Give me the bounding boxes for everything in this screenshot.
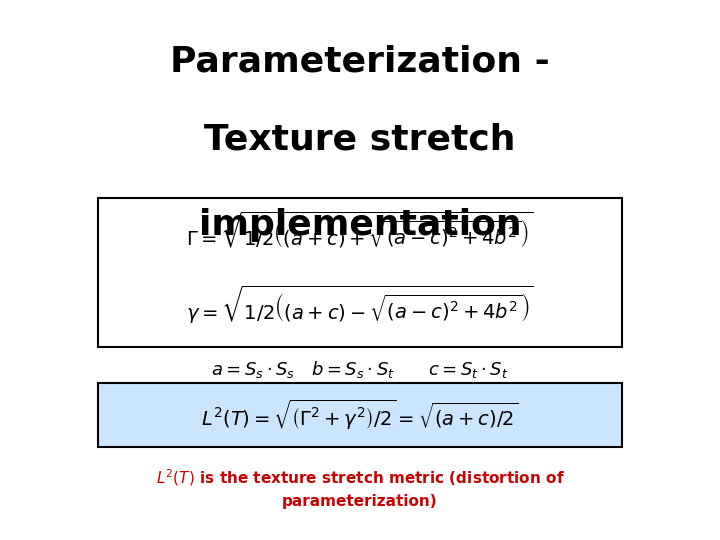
FancyBboxPatch shape [98, 198, 622, 347]
Text: implementation: implementation [199, 208, 521, 242]
Text: Texture stretch: Texture stretch [204, 123, 516, 157]
FancyBboxPatch shape [98, 383, 622, 447]
Text: $\Gamma = \sqrt{1/2\left((a+c)+\sqrt{(a-c)^2+4b^2}\right)}$: $\Gamma = \sqrt{1/2\left((a+c)+\sqrt{(a-… [186, 210, 534, 250]
Text: $a = S_s \cdot S_s \quad b = S_s \cdot S_t \qquad c = S_t \cdot S_t$: $a = S_s \cdot S_s \quad b = S_s \cdot S… [211, 360, 509, 381]
Text: $L^2(T) = \sqrt{\left(\Gamma^2+\gamma^2\right)/2} = \sqrt{(a+c)/2}$: $L^2(T) = \sqrt{\left(\Gamma^2+\gamma^2\… [201, 398, 519, 432]
Text: $\gamma = \sqrt{1/2\left((a+c)-\sqrt{(a-c)^2+4b^2}\right)}$: $\gamma = \sqrt{1/2\left((a+c)-\sqrt{(a-… [186, 284, 534, 326]
Text: $L^2(T)$ is the texture stretch metric (distortion of
parameterization): $L^2(T)$ is the texture stretch metric (… [156, 467, 564, 509]
Text: Parameterization -: Parameterization - [170, 45, 550, 79]
